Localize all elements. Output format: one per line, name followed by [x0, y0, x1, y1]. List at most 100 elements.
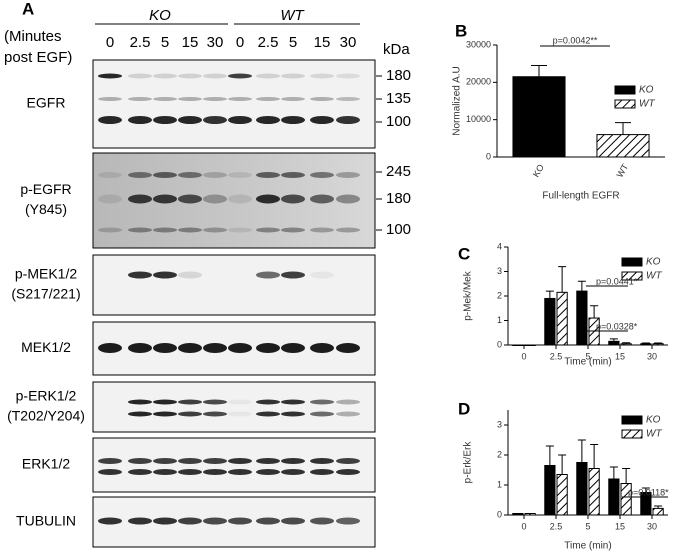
band: [228, 116, 252, 124]
band: [228, 227, 252, 233]
x-tick-label: 15: [615, 351, 625, 361]
annotation: p=0.0328*: [596, 321, 638, 331]
band: [128, 73, 152, 79]
time-header: (Minutes: [4, 28, 62, 45]
lane-label: 5: [161, 34, 169, 51]
band: [98, 194, 122, 204]
error-bar: [531, 65, 547, 77]
error-bar: [641, 487, 650, 493]
blot: [92, 152, 376, 249]
band: [128, 97, 152, 101]
band: [228, 343, 252, 353]
blot-label: p-ERK1/2: [16, 388, 77, 404]
bar: [544, 297, 556, 346]
marker-label: 135: [386, 90, 411, 107]
marker-label: 100: [386, 221, 411, 238]
band: [128, 517, 152, 525]
marker-label: 180: [386, 190, 411, 207]
error-bar: [622, 342, 631, 344]
bar: [588, 468, 600, 516]
bar: [576, 290, 588, 346]
band: [153, 458, 177, 464]
band: [281, 172, 305, 178]
panel-label: C: [458, 244, 470, 263]
y-tick-label: 0: [497, 339, 502, 349]
blot-label: EGFR: [27, 95, 66, 111]
error-bar: [590, 444, 599, 469]
band: [98, 517, 122, 525]
x-tick-label: 2.5: [550, 351, 563, 361]
band: [310, 343, 334, 353]
lane-label: 0: [236, 34, 244, 51]
panel-label: B: [455, 21, 467, 40]
band: [98, 97, 122, 101]
band: [336, 227, 360, 233]
band: [178, 469, 202, 475]
blot: [92, 381, 376, 433]
band: [310, 469, 334, 475]
band: [228, 172, 252, 178]
band: [178, 517, 202, 525]
band: [256, 116, 280, 124]
y-tick-label: 3: [497, 266, 502, 276]
band: [178, 399, 202, 405]
band: [281, 97, 305, 101]
panel-label: A: [22, 0, 34, 18]
bar: [596, 134, 650, 158]
annotation: p=0.0118*: [628, 487, 669, 497]
legend-swatch: [614, 99, 636, 109]
legend-swatch: [621, 415, 643, 425]
legend-label: WT: [639, 99, 655, 110]
error-bar: [615, 122, 631, 135]
band: [153, 227, 177, 233]
band: [98, 73, 122, 79]
band: [203, 411, 227, 417]
band: [310, 411, 334, 417]
band: [336, 517, 360, 525]
band: [310, 271, 334, 279]
x-axis-label: Time (min): [564, 357, 611, 368]
band: [203, 97, 227, 101]
band: [128, 469, 152, 475]
band: [256, 469, 280, 475]
blot-label: (Y845): [25, 201, 67, 217]
error-bar: [558, 266, 567, 293]
x-tick-label: KO: [531, 163, 546, 179]
annotation: p=0.0441*: [596, 276, 638, 286]
error-bar: [590, 305, 599, 319]
band: [178, 97, 202, 101]
blot: [92, 321, 376, 376]
band: [336, 172, 360, 178]
band: [203, 399, 227, 405]
x-tick-label: 15: [615, 521, 625, 531]
band: [256, 194, 280, 204]
band: [128, 227, 152, 233]
band: [178, 227, 202, 233]
error-bar: [654, 505, 663, 509]
band: [153, 399, 177, 405]
band: [228, 194, 252, 204]
band: [281, 517, 305, 525]
bar: [556, 291, 568, 346]
band: [98, 343, 122, 353]
band: [336, 411, 360, 417]
blot-label: p-EGFR: [20, 181, 71, 197]
y-axis-label: Normalized A.U: [452, 66, 463, 135]
x-tick-label: 0: [521, 521, 526, 531]
band: [203, 458, 227, 464]
blot: [92, 254, 376, 316]
band: [203, 469, 227, 475]
legend-label: KO: [639, 85, 654, 96]
band: [178, 194, 202, 204]
x-tick-label: WT: [615, 162, 631, 180]
band: [281, 469, 305, 475]
lane-label: 2.5: [130, 34, 151, 51]
legend-label: WT: [646, 429, 662, 440]
band: [203, 194, 227, 204]
y-tick-label: 3: [497, 419, 502, 429]
band: [228, 97, 252, 101]
band: [178, 116, 202, 124]
annotation: p=0.0042**: [553, 35, 598, 45]
band: [128, 458, 152, 464]
